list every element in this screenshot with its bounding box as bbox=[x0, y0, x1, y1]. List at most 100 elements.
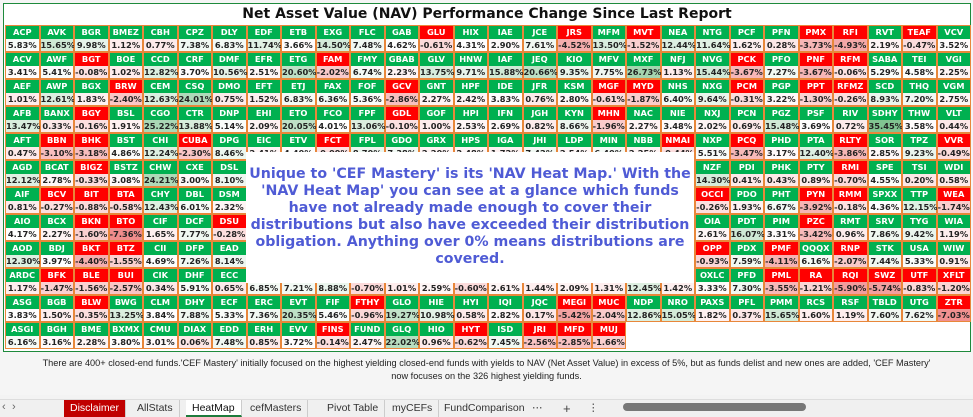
heatmap-cell[interactable]: FUND 2.47% bbox=[350, 322, 385, 349]
heatmap-cell[interactable]: BFK -1.47% bbox=[39, 268, 74, 295]
heatmap-cell[interactable]: UTG 7.62% bbox=[902, 295, 937, 322]
heatmap-cell[interactable]: BSL 1.91% bbox=[108, 106, 143, 133]
heatmap-cell[interactable]: DPG 8.46% bbox=[212, 133, 247, 160]
heatmap-cell[interactable]: BRW -2.40% bbox=[108, 79, 143, 106]
heatmap-cell[interactable]: EDD 7.48% bbox=[212, 322, 247, 349]
heatmap-cell[interactable]: BOE 1.02% bbox=[108, 52, 143, 79]
heatmap-cell[interactable]: BWG 13.25% bbox=[108, 295, 144, 322]
heatmap-cell[interactable]: WDI 0.58% bbox=[936, 160, 971, 187]
heatmap-cell[interactable]: BKN -1.60% bbox=[74, 214, 109, 241]
heatmap-cell[interactable]: NEA 12.44% bbox=[660, 25, 696, 52]
heatmap-cell[interactable]: ETB 3.66% bbox=[281, 25, 316, 52]
heatmap-cell[interactable]: JGH 0.82% bbox=[522, 106, 557, 133]
heatmap-cell[interactable]: NXJ 2.02% bbox=[695, 106, 730, 133]
heatmap-cell[interactable]: BUI -2.57% bbox=[108, 268, 143, 295]
heatmap-cell[interactable]: BGH 3.16% bbox=[39, 322, 74, 349]
heatmap-cell[interactable]: EDF 11.74% bbox=[246, 25, 282, 52]
heatmap-cell[interactable]: DCF 7.77% bbox=[177, 214, 212, 241]
sheet-options-icon[interactable]: ⋮ bbox=[588, 402, 599, 414]
heatmap-cell[interactable]: IFN 2.69% bbox=[488, 106, 523, 133]
tab-cefmasters[interactable]: cefMasters bbox=[244, 400, 309, 417]
heatmap-cell[interactable]: CPZ 7.38% bbox=[177, 25, 212, 52]
heatmap-cell[interactable]: OPP -0.93% bbox=[695, 241, 730, 268]
heatmap-cell[interactable]: MFM 13.50% bbox=[591, 25, 627, 52]
heatmap-cell[interactable]: MUJ -1.66% bbox=[591, 322, 626, 349]
heatmap-cell[interactable]: PHD 3.17% bbox=[764, 133, 799, 160]
heatmap-cell[interactable]: UTF -0.83% bbox=[902, 268, 937, 295]
heatmap-cell[interactable]: PMM 15.65% bbox=[764, 295, 800, 322]
heatmap-cell[interactable]: HPI 2.53% bbox=[453, 106, 488, 133]
heatmap-cell[interactable]: GLV 13.75% bbox=[419, 52, 455, 79]
heatmap-cell[interactable]: SCD 8.93% bbox=[867, 79, 902, 106]
heatmap-cell[interactable]: DMO 0.75% bbox=[212, 79, 247, 106]
heatmap-cell[interactable]: RMI -0.70% bbox=[833, 160, 868, 187]
heatmap-cell[interactable]: ARDC 1.17% bbox=[5, 268, 40, 295]
heatmap-cell[interactable]: DIAX 0.06% bbox=[177, 322, 212, 349]
heatmap-cell[interactable]: BGR 9.98% bbox=[74, 25, 109, 52]
heatmap-cell[interactable]: FAM -2.02% bbox=[315, 52, 350, 79]
heatmap-cell[interactable]: RCS 1.60% bbox=[798, 295, 833, 322]
heatmap-cell[interactable]: VCV 3.52% bbox=[936, 25, 971, 52]
heatmap-cell[interactable]: IAE 2.90% bbox=[488, 25, 523, 52]
heatmap-cell[interactable]: SWZ -5.74% bbox=[867, 268, 902, 295]
heatmap-cell[interactable]: PHK 0.43% bbox=[764, 160, 799, 187]
heatmap-cell[interactable]: TTP 12.15% bbox=[902, 187, 938, 214]
heatmap-cell[interactable]: MEGI -5.42% bbox=[557, 295, 592, 322]
heatmap-cell[interactable]: DSU -0.28% bbox=[212, 214, 247, 241]
heatmap-cell[interactable]: TYG 9.42% bbox=[902, 214, 937, 241]
heatmap-cell[interactable]: WEA -1.74% bbox=[936, 187, 971, 214]
tab-allstats[interactable]: AllStats bbox=[131, 400, 180, 417]
add-sheet-button[interactable]: + bbox=[563, 401, 571, 416]
heatmap-cell[interactable]: PFL 0.37% bbox=[729, 295, 764, 322]
tab-mycefs[interactable]: myCEFs bbox=[386, 400, 440, 417]
heatmap-cell[interactable]: PGZ 15.48% bbox=[764, 106, 800, 133]
heatmap-cell[interactable]: SABA 5.29% bbox=[867, 52, 902, 79]
heatmap-cell[interactable]: ERH 0.85% bbox=[246, 322, 281, 349]
heatmap-cell[interactable]: ETJ 6.83% bbox=[281, 79, 316, 106]
next-sheet-button[interactable]: › bbox=[12, 401, 16, 413]
heatmap-cell[interactable]: RVT 2.19% bbox=[867, 25, 902, 52]
heatmap-cell[interactable]: PML -3.55% bbox=[764, 268, 799, 295]
heatmap-cell[interactable]: BME 2.28% bbox=[74, 322, 109, 349]
heatmap-cell[interactable]: BDJ 3.97% bbox=[39, 241, 74, 268]
heatmap-cell[interactable]: EXG 14.50% bbox=[315, 25, 351, 52]
heatmap-cell[interactable]: GAB 4.62% bbox=[384, 25, 419, 52]
tab-pivot-table[interactable]: Pivot Table bbox=[321, 400, 386, 417]
heatmap-cell[interactable]: CHY 12.43% bbox=[143, 187, 179, 214]
heatmap-cell[interactable]: AOD 12.30% bbox=[5, 241, 41, 268]
heatmap-cell[interactable]: MHN -1.96% bbox=[591, 106, 626, 133]
heatmap-cell[interactable]: TEAF -0.47% bbox=[902, 25, 937, 52]
tab-fundcomparison[interactable]: FundComparison bbox=[444, 402, 525, 414]
heatmap-cell[interactable]: DHF 5.91% bbox=[177, 268, 212, 295]
heatmap-cell[interactable]: DFP 7.26% bbox=[177, 241, 212, 268]
heatmap-cell[interactable]: PDT 16.07% bbox=[729, 214, 765, 241]
heatmap-cell[interactable]: EVT 20.35% bbox=[281, 295, 317, 322]
heatmap-cell[interactable]: AEF 1.01% bbox=[5, 79, 40, 106]
heatmap-cell[interactable]: BANX 0.33% bbox=[39, 106, 74, 133]
heatmap-cell[interactable]: CRF 3.70% bbox=[177, 52, 212, 79]
heatmap-cell[interactable]: ACP 5.83% bbox=[5, 25, 40, 52]
heatmap-cell[interactable]: PAXS 1.82% bbox=[695, 295, 730, 322]
heatmap-cell[interactable]: HYI 0.58% bbox=[453, 295, 488, 322]
heatmap-cell[interactable]: RIV 0.72% bbox=[833, 106, 868, 133]
heatmap-cell[interactable]: ETG 20.60% bbox=[281, 52, 317, 79]
heatmap-cell[interactable]: ECC 0.65% bbox=[212, 268, 247, 295]
heatmap-cell[interactable]: FMY 6.74% bbox=[350, 52, 385, 79]
heatmap-cell[interactable]: DMF 10.56% bbox=[212, 52, 248, 79]
heatmap-cell[interactable]: MFV 7.75% bbox=[591, 52, 626, 79]
heatmap-cell[interactable]: JFR 0.76% bbox=[522, 79, 557, 106]
heatmap-cell[interactable]: JQC 0.17% bbox=[522, 295, 557, 322]
heatmap-cell[interactable]: CIK 0.34% bbox=[143, 268, 178, 295]
heatmap-cell[interactable]: RLTY -3.86% bbox=[833, 133, 868, 160]
prev-sheet-button[interactable]: ‹ bbox=[2, 401, 6, 413]
heatmap-cell[interactable]: ETO 20.05% bbox=[281, 106, 317, 133]
heatmap-cell[interactable]: GLU -0.61% bbox=[419, 25, 454, 52]
heatmap-cell[interactable]: BST 4.86% bbox=[108, 133, 143, 160]
heatmap-cell[interactable]: QQQX 6.16% bbox=[798, 241, 833, 268]
heatmap-cell[interactable]: CTR 13.88% bbox=[177, 106, 213, 133]
heatmap-cell[interactable]: DBL 6.01% bbox=[177, 187, 212, 214]
heatmap-cell[interactable]: PFN 0.28% bbox=[764, 25, 799, 52]
heatmap-cell[interactable]: FLC 7.48% bbox=[350, 25, 385, 52]
heatmap-cell[interactable]: PCF 1.62% bbox=[729, 25, 764, 52]
heatmap-cell[interactable]: NXG 9.64% bbox=[695, 79, 730, 106]
